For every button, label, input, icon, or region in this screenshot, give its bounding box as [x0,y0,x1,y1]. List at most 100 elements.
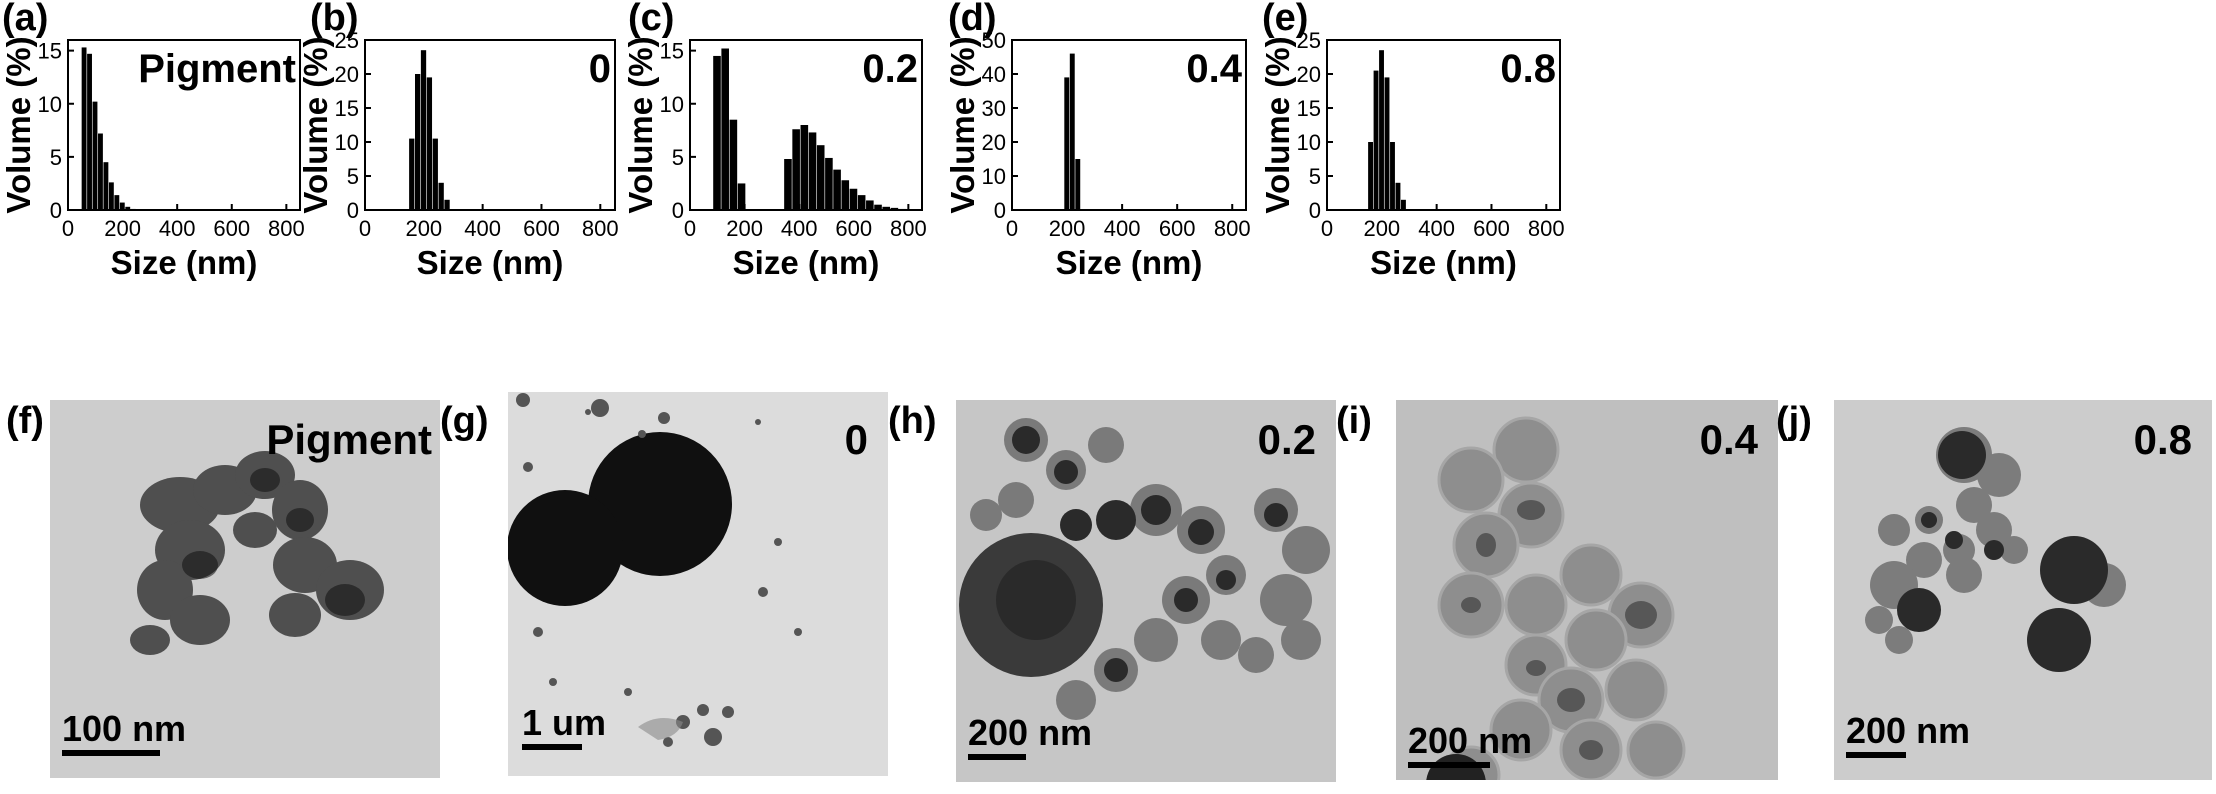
x-tick-label: 800 [890,216,927,241]
x-tick-label: 800 [268,216,305,241]
histogram-bar [874,204,882,210]
y-tick-label: 5 [347,164,359,189]
histogram-bar [857,195,866,211]
y-tick-label: 15 [660,39,684,64]
x-tick-label: 800 [1528,216,1565,241]
scale-text-g: 1 um [522,702,607,743]
scale-text-f: 100 nm [62,708,187,749]
x-tick-label: 600 [523,216,560,241]
y-tick-label: 15 [1297,96,1321,121]
y-tick-label: 15 [38,39,62,64]
x-tick-label: 600 [1159,216,1196,241]
y-tick-label: 20 [982,130,1006,155]
histogram-bar [849,188,858,210]
scale-bar-h: 200 nm [968,714,1092,760]
panel-label-j: (j) [1776,400,1812,442]
scale-text-i: 200 nm [1408,720,1533,761]
histogram-bar [1395,182,1401,210]
x-tick-label: 400 [1104,216,1141,241]
histogram-bar [1401,199,1406,210]
panel-label: (c) [628,0,674,39]
histogram-bar [426,77,433,211]
scale-bar-g: 1 um [522,704,606,750]
histogram-bar [784,159,792,210]
histogram-bar [1064,77,1070,211]
tem-annotation-0: 0 [844,416,868,463]
x-axis-label: Size (nm) [1056,244,1203,281]
y-tick-label: 25 [335,28,359,53]
y-tick-label: 50 [982,28,1006,53]
x-tick-label: 600 [213,216,250,241]
histogram-bar [125,206,131,210]
histogram-bar [841,180,850,210]
histogram-bar [98,133,103,210]
histogram-bar [713,55,721,210]
x-tick-label: 0 [1006,216,1018,241]
tem-annotation-0-8: 0.8 [2133,416,2192,463]
tem-image-0: 0 1 um [508,392,888,776]
panel-label-f: (f) [6,400,44,442]
y-tick-label: 10 [38,92,62,117]
x-tick-label: 200 [1363,216,1400,241]
tem-image-0-2: 0.2 200 nm [956,400,1336,782]
scale-line-j [1846,752,1906,758]
histogram-bar [1390,142,1395,210]
y-tick-label: 10 [335,130,359,155]
scale-line-h [968,754,1026,760]
x-tick-label: 200 [726,216,763,241]
x-tick-label: 400 [781,216,818,241]
x-tick-label: 800 [1214,216,1251,241]
panel-label-i: (i) [1336,400,1372,442]
tem-image-0-8: 0.8 200 nm [1834,400,2212,780]
y-tick-label: 0 [50,198,62,223]
y-tick-label: 0 [672,198,684,223]
histogram-bar [729,119,738,210]
y-tick-label: 0 [347,198,359,223]
x-tick-label: 400 [1418,216,1455,241]
tem-micrograph-pigment [130,451,384,655]
scale-text-j: 200 nm [1846,710,1971,751]
histogram-bar [432,138,438,210]
x-tick-label: 400 [464,216,501,241]
scale-line-g [522,744,582,750]
histogram-bar [882,206,891,210]
histogram-bar [816,145,825,210]
histogram-bar [825,157,833,210]
y-tick-label: 10 [1297,130,1321,155]
histogram-bar [866,200,874,210]
histogram-bar [1075,159,1081,210]
histogram-bar [1069,53,1075,210]
sample-annotation: 0.2 [862,47,918,91]
histogram-bar [420,50,427,211]
y-tick-label: 10 [982,164,1006,189]
tem-image-row: (f) Pigment 100 nm (g) [0,392,2216,794]
tem-micrograph-0 [508,393,802,747]
y-tick-label: 5 [1309,164,1321,189]
x-tick-label: 400 [159,216,196,241]
y-axis-label: Volume (%) [0,36,37,213]
panel-label-g: (g) [440,400,489,442]
plot-frame [67,39,301,211]
histogram-bar [114,195,120,211]
y-axis-label: Volume (%) [622,36,659,213]
tem-annotation-pigment: Pigment [266,416,432,463]
x-axis-label: Size (nm) [733,244,880,281]
histogram-bar [890,207,899,211]
y-tick-label: 0 [994,198,1006,223]
plot-frame [1011,39,1247,211]
x-axis-label: Size (nm) [417,244,564,281]
x-tick-label: 600 [1473,216,1510,241]
scale-text-h: 200 nm [968,712,1093,753]
y-tick-label: 5 [50,145,62,170]
scale-bar-f: 100 nm [62,710,186,756]
histogram-bar [438,182,444,210]
panel-label: (d) [948,0,997,39]
histogram-bar [792,129,800,210]
histogram-bar [721,48,729,210]
tem-micrograph-0-8 [1865,427,2126,672]
x-axis-label: Size (nm) [111,244,258,281]
histogram-bar [1368,142,1373,210]
y-tick-label: 0 [1309,198,1321,223]
y-tick-label: 40 [982,62,1006,87]
